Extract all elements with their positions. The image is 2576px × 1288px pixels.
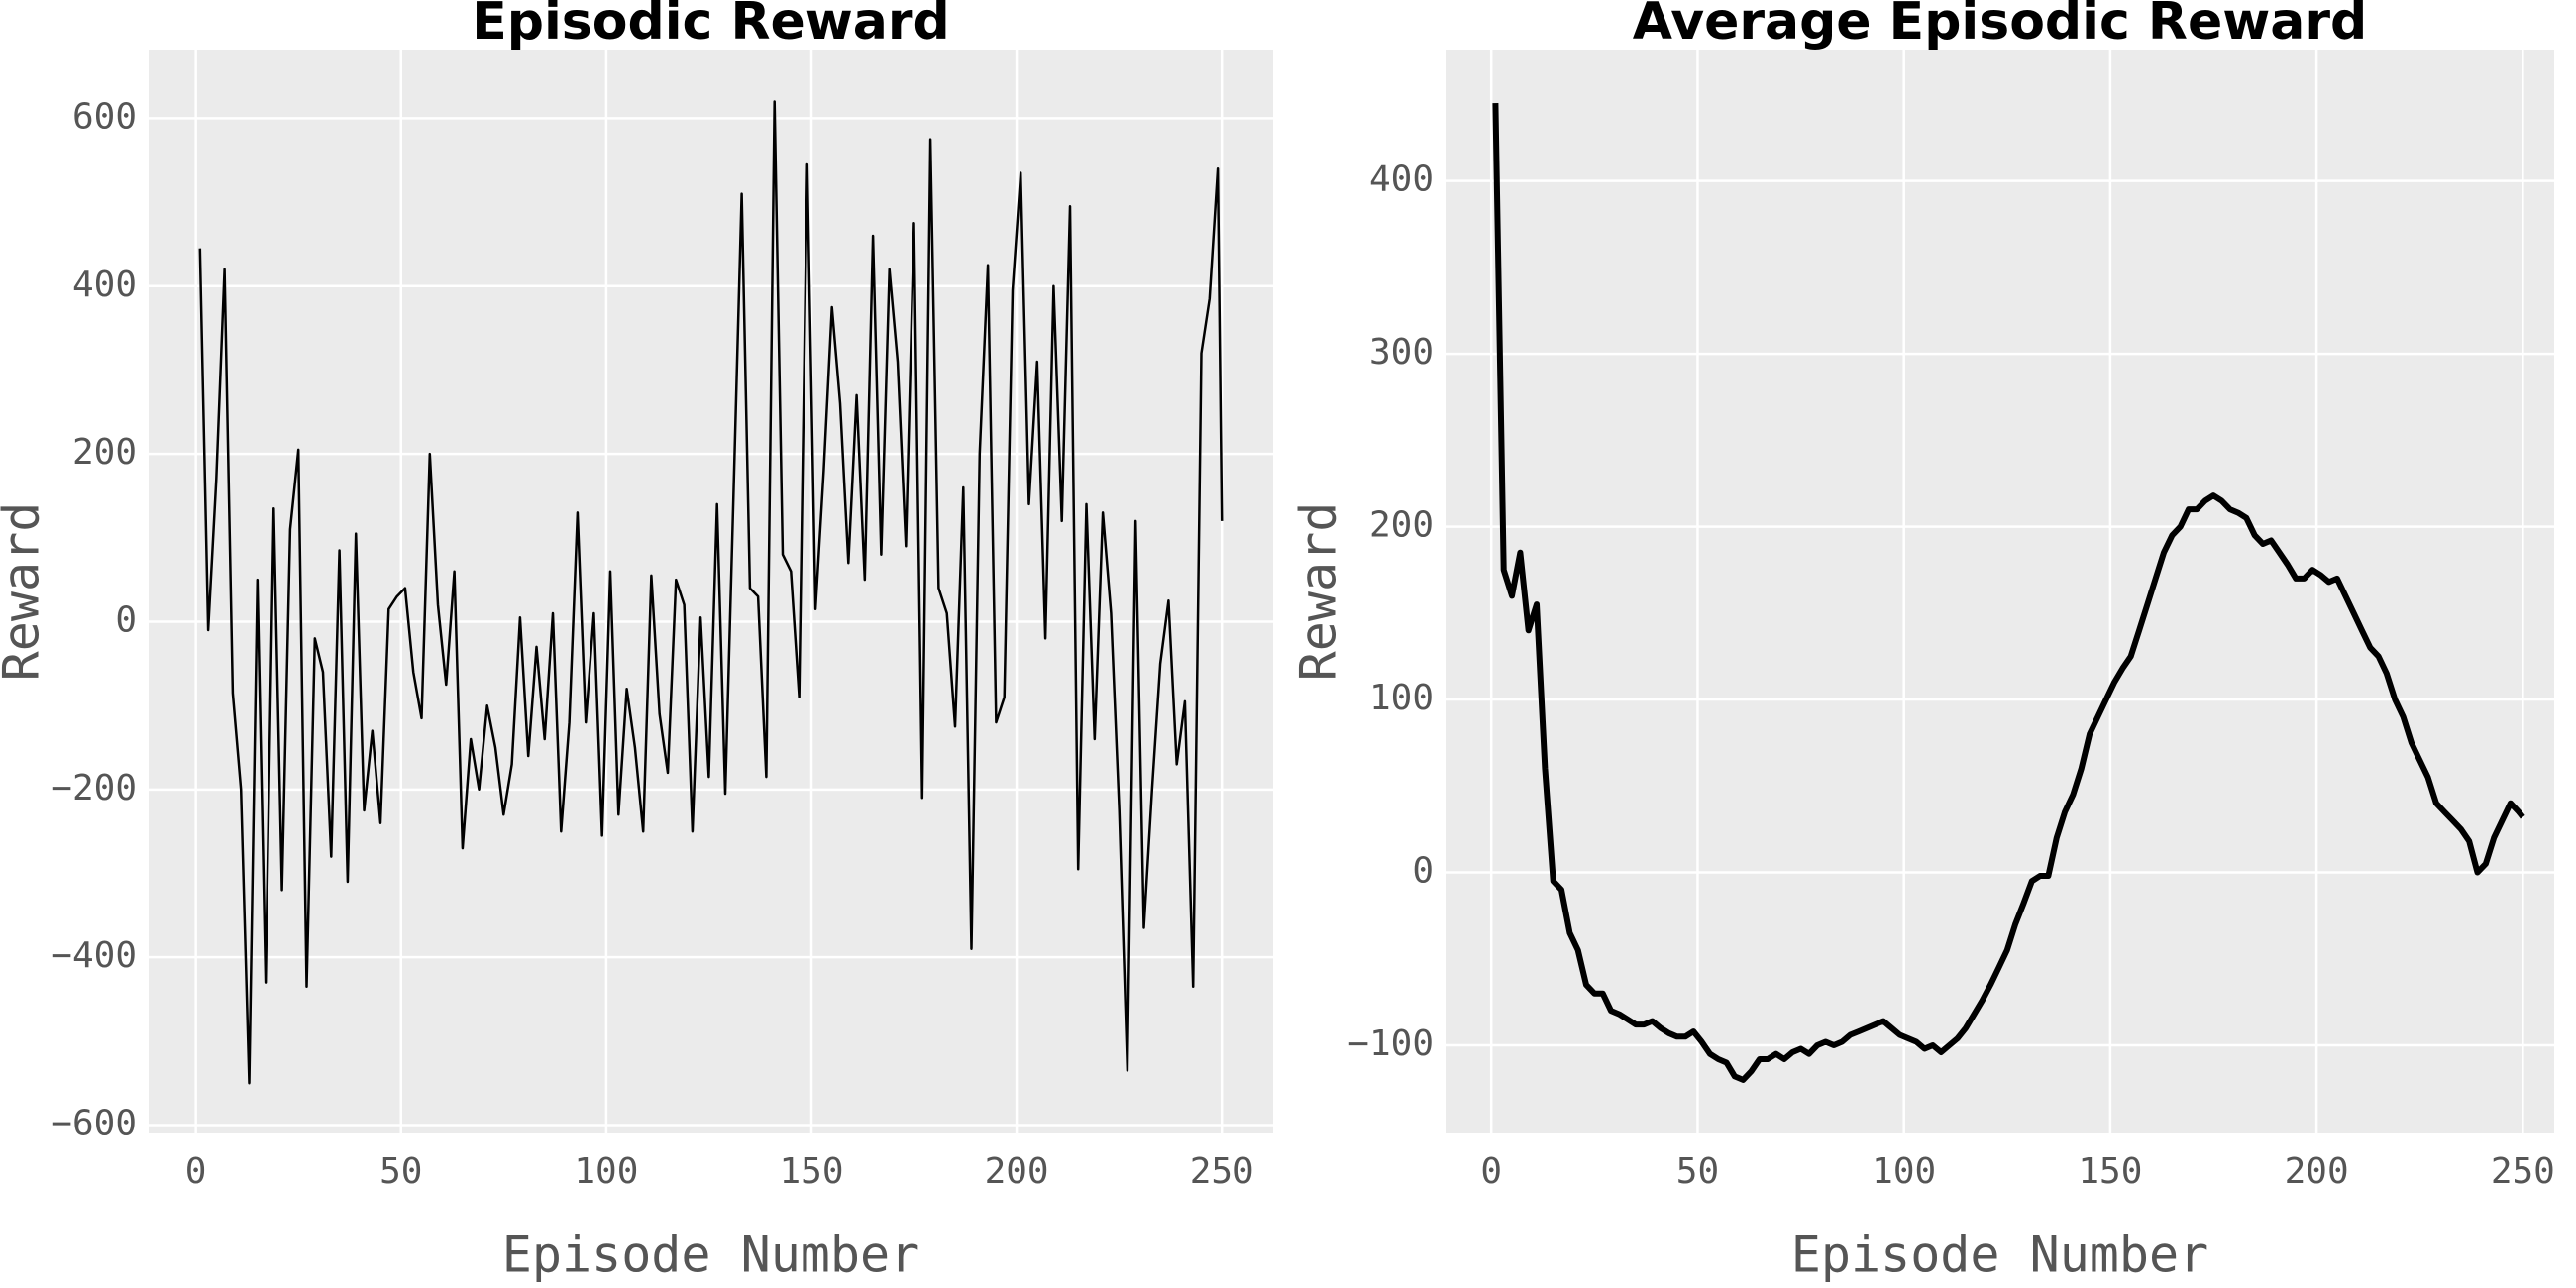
y-tick-label: 400 xyxy=(1369,160,1434,200)
y-axis-label: Reward xyxy=(0,502,51,682)
x-tick-label: 0 xyxy=(1480,1151,1502,1192)
x-tick-label: 250 xyxy=(2491,1151,2555,1192)
y-tick-label: 0 xyxy=(115,599,137,640)
chart-title: Episodic Reward xyxy=(472,0,950,52)
y-tick-label: 0 xyxy=(1412,851,1434,892)
x-tick-label: 100 xyxy=(1872,1151,1936,1192)
y-tick-label: 300 xyxy=(1369,332,1434,373)
plot-area xyxy=(149,50,1273,1133)
data-line xyxy=(198,100,1224,1085)
y-tick-label: 600 xyxy=(72,96,137,137)
x-tick-label: 150 xyxy=(779,1151,843,1192)
y-axis-label: Reward xyxy=(1290,502,1347,682)
y-tick-label: 100 xyxy=(1369,678,1434,718)
y-tick-label: −100 xyxy=(1347,1023,1434,1064)
x-axis-label: Episode Number xyxy=(1791,1227,2208,1284)
x-axis-label: Episode Number xyxy=(502,1227,919,1284)
x-tick-label: 200 xyxy=(985,1151,1049,1192)
x-tick-label: 100 xyxy=(574,1151,638,1192)
y-tick-label: −600 xyxy=(51,1104,137,1144)
x-tick-label: 50 xyxy=(1676,1151,1719,1192)
x-tick-label: 150 xyxy=(2078,1151,2142,1192)
y-tick-label: 200 xyxy=(72,432,137,473)
y-tick-label: −200 xyxy=(51,768,137,808)
x-tick-label: 200 xyxy=(2285,1151,2349,1192)
x-tick-label: 0 xyxy=(185,1151,207,1192)
x-tick-label: 250 xyxy=(1190,1151,1254,1192)
y-tick-label: −400 xyxy=(51,935,137,976)
chart-title: Average Episodic Reward xyxy=(1633,0,2367,52)
y-tick-label: 400 xyxy=(72,265,137,305)
x-tick-label: 50 xyxy=(379,1151,422,1192)
y-tick-label: 200 xyxy=(1369,505,1434,546)
plot-area xyxy=(1446,50,2554,1133)
data-line xyxy=(1492,103,2525,1083)
